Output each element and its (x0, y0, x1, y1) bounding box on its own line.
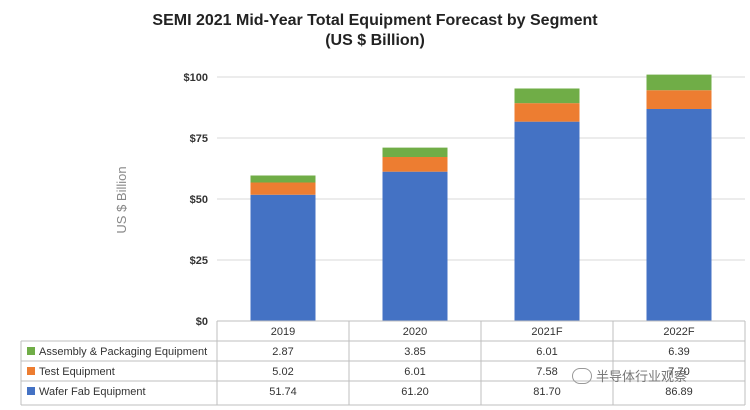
bar-segment (514, 103, 580, 122)
legend-entry: Wafer Fab Equipment (39, 386, 146, 398)
y-tick-label: $50 (190, 194, 208, 206)
data-label: 5.02 (272, 366, 293, 378)
y-tick-label: $100 (184, 72, 208, 84)
data-label: 2.87 (272, 346, 293, 358)
watermark-text: 半导体行业观察 (596, 369, 688, 384)
legend-key (27, 347, 35, 355)
category-label: 2022F (663, 326, 694, 338)
legend-key (27, 387, 35, 395)
chart-subtitle: (US $ Billion) (325, 32, 425, 49)
y-tick-label: $0 (196, 316, 208, 328)
bar-segment (646, 108, 712, 321)
chart-title: SEMI 2021 Mid-Year Total Equipment Forec… (152, 12, 598, 29)
data-label: 3.85 (404, 346, 425, 358)
watermark: 半导体行业观察 (572, 366, 687, 385)
data-label: 7.70 (668, 366, 689, 378)
bar-segment (646, 74, 712, 91)
y-tick-label: $25 (190, 255, 208, 267)
bar-segment (382, 157, 448, 172)
bar-segment (250, 194, 316, 321)
bar-segment (382, 147, 448, 158)
data-label: 7.58 (536, 366, 557, 378)
bar-segment (514, 121, 580, 321)
data-label: 61.20 (401, 386, 429, 398)
category-label: 2019 (271, 326, 295, 338)
category-label: 2021F (531, 326, 562, 338)
y-tick-label: $75 (190, 133, 208, 145)
data-label: 6.01 (536, 346, 557, 358)
data-label: 6.01 (404, 366, 425, 378)
legend-entry: Test Equipment (39, 366, 115, 378)
legend-entry: Assembly & Packaging Equipment (39, 346, 207, 358)
category-label: 2020 (403, 326, 427, 338)
data-label: 81.70 (533, 386, 561, 398)
y-axis-label: US $ Billion (114, 166, 129, 233)
legend-key (27, 367, 35, 375)
bar-segment (250, 182, 316, 195)
wechat-icon (572, 367, 592, 384)
data-label: 6.39 (668, 346, 689, 358)
data-label: 86.89 (665, 386, 693, 398)
data-label: 51.74 (269, 386, 297, 398)
bar-segment (250, 175, 316, 183)
bar-segment (382, 171, 448, 321)
bar-segment (514, 88, 580, 104)
bar-segment (646, 90, 712, 109)
